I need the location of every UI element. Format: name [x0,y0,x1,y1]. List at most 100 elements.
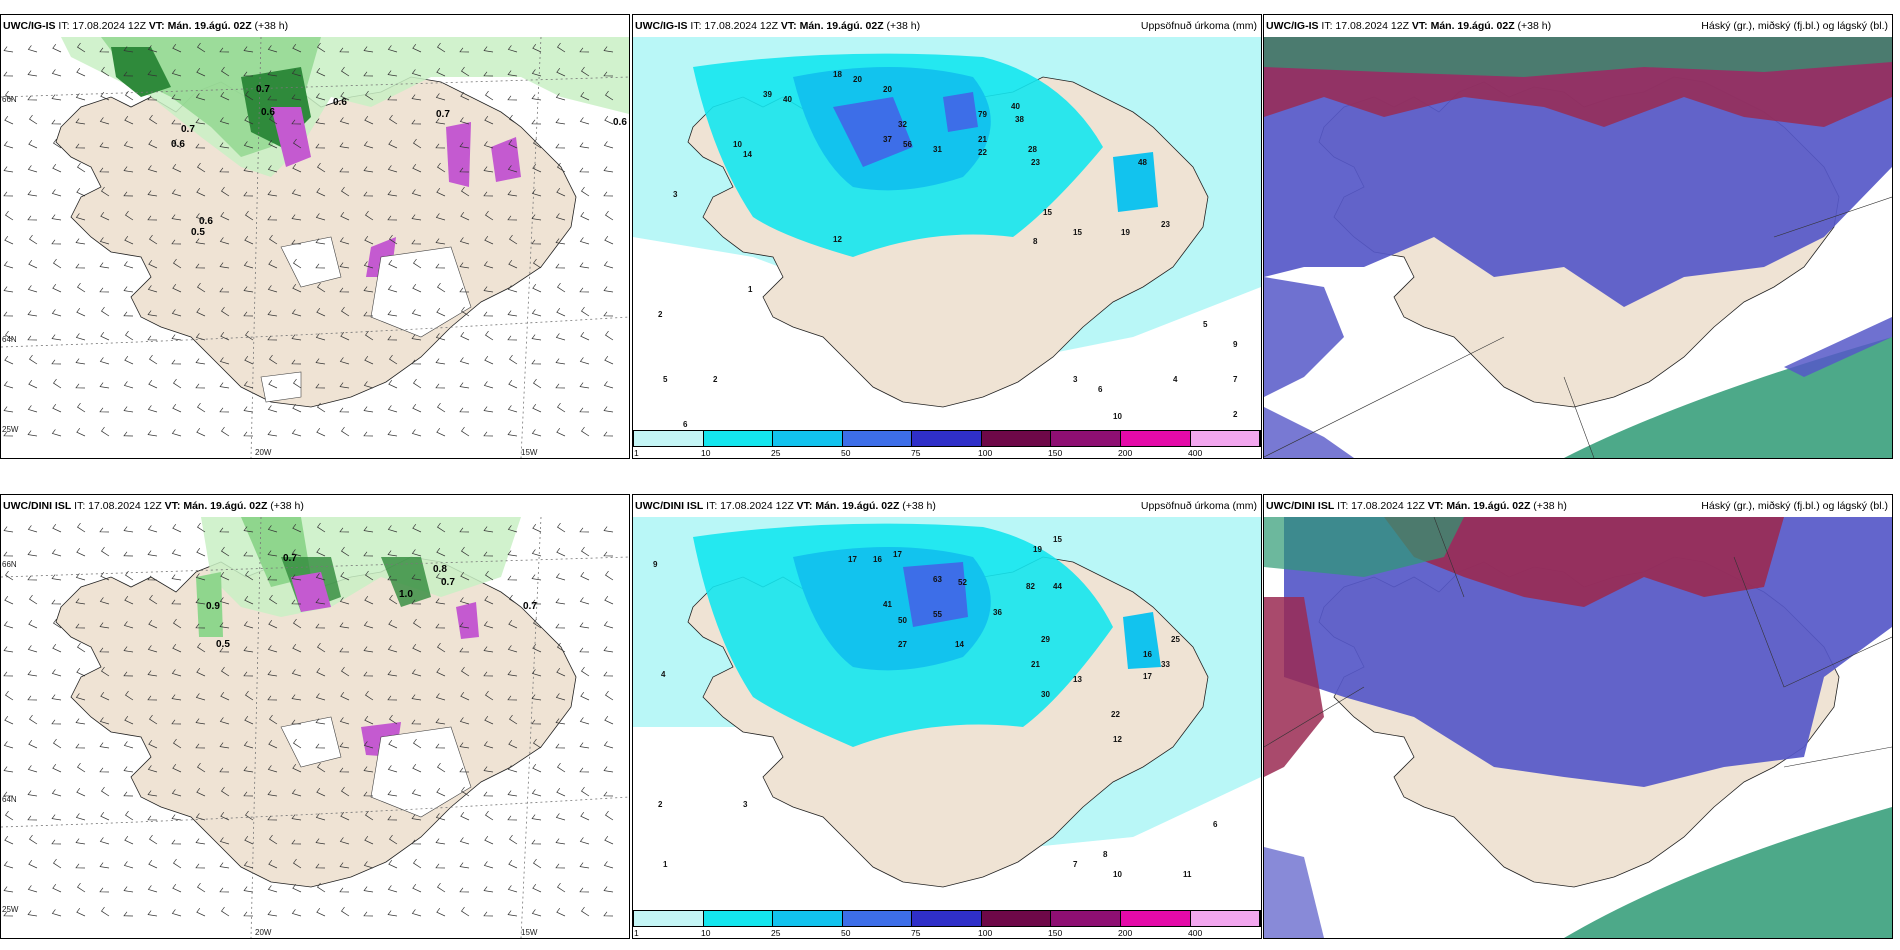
lead-time: (+38 h) [1533,500,1567,512]
precip-value: 10 [1113,870,1122,879]
precip-value: 28 [1028,145,1037,154]
precip-value: 21 [1031,660,1040,669]
wind-label: 0.7 [181,124,195,135]
lon-label-25w: 25W [2,425,18,434]
panel-header: UWC/DINI ISL IT: 17.08.2024 12Z VT: Mán.… [1,495,629,517]
legend-swatch [634,431,704,446]
precip-value: 17 [893,550,902,559]
precip-value: 82 [1026,582,1035,591]
init-time: IT: 17.08.2024 12Z [74,500,162,512]
precip-value: 14 [955,640,964,649]
wind-label: 0.8 [433,564,447,575]
precip-value: 10 [733,140,742,149]
legend-swatch [912,431,982,446]
precip-value: 2 [658,800,663,809]
legend-swatch [982,431,1052,446]
panel-title: Uppsöfnuð úrkoma (mm) [1141,495,1257,517]
precip-value: 13 [1073,675,1082,684]
precip-value: 79 [978,110,987,119]
precip-value: 4 [1173,375,1178,384]
precip-value: 19 [1121,228,1130,237]
cloud-panel-row2: UWC/DINI ISL IT: 17.08.2024 12Z VT: Mán.… [1263,494,1893,939]
valid-time: VT: Mán. 19.ágú. 02Z [1412,20,1515,32]
legend-swatch [704,911,774,926]
wind-label: 0.5 [216,639,230,650]
lon-label-20w: 20W [255,928,271,937]
cloud-map [1264,37,1892,458]
legend-swatch [1121,911,1191,926]
precip-value: 19 [1033,545,1042,554]
lead-time: (+38 h) [255,20,289,32]
precip-value: 20 [883,85,892,94]
wind-label: 0.6 [171,139,185,150]
precip-value: 44 [1053,582,1062,591]
lead-time: (+38 h) [270,500,304,512]
precip-value: 11 [1183,870,1192,879]
precip-value: 32 [898,120,907,129]
precip-value: 22 [978,148,987,157]
model-name: UWC/IG-IS [635,20,688,32]
legend-colorbar [633,910,1261,927]
precip-value: 7 [1233,375,1238,384]
legend-tick: 200 [1118,448,1132,458]
precip-value: 2 [713,375,718,384]
wind-label: 0.6 [613,117,627,128]
legend-swatch [1051,431,1121,446]
legend-tick: 75 [911,448,920,458]
precip-value: 15 [1043,208,1052,217]
precip-value: 4 [661,670,666,679]
legend-tick: 150 [1048,448,1062,458]
precip-map: 9 15 19 16 17 17 63 52 82 44 36 41 50 55… [633,517,1261,912]
legend-colorbar [633,430,1261,447]
precip-value: 21 [978,135,987,144]
precip-value: 5 [1203,320,1208,329]
wind-label: 0.7 [436,109,450,120]
precip-value: 6 [1213,820,1218,829]
precip-legend: 1 10 25 50 75 100 150 200 400 [633,430,1261,458]
precip-value: 33 [1161,660,1170,669]
lat-label-66n: 66N [2,560,17,569]
panel-header: UWC/DINI ISL IT: 17.08.2024 12Z VT: Mán.… [1264,495,1892,517]
wind-label: 0.7 [523,601,537,612]
legend-tick: 400 [1188,448,1202,458]
legend-tick: 400 [1188,928,1202,938]
init-time: IT: 17.08.2024 12Z [706,500,794,512]
precip-value: 63 [933,575,942,584]
panel-header: UWC/DINI ISL IT: 17.08.2024 12Z VT: Mán.… [633,495,1261,517]
precip-value: 38 [1015,115,1024,124]
precip-value: 1 [748,285,753,294]
panel-title: Háský (gr.), miðský (fj.bl.) og lágský (… [1701,495,1888,517]
precip-value: 9 [653,560,658,569]
lead-time: (+38 h) [1518,20,1552,32]
precip-value: 15 [1053,535,1062,544]
lat-label-64n: 64N [2,795,17,804]
legend-swatch [1191,431,1261,446]
legend-tick: 75 [911,928,920,938]
legend-tick: 150 [1048,928,1062,938]
precip-panel-row1: UWC/IG-IS IT: 17.08.2024 12Z VT: Mán. 19… [632,14,1262,459]
legend-tick: 50 [841,448,850,458]
wind-label: 0.7 [256,84,270,95]
legend-tick: 100 [978,448,992,458]
lead-time: (+38 h) [887,20,921,32]
precip-value: 39 [763,90,772,99]
legend-swatch [1191,911,1261,926]
precip-value: 16 [873,555,882,564]
precip-value: 12 [833,235,842,244]
precip-map: 18 20 20 39 40 37 32 56 31 79 40 38 21 2… [633,37,1261,432]
legend-swatch [773,911,843,926]
precip-legend: 1 10 25 50 75 100 150 200 400 [633,910,1261,938]
lat-label-64n: 64N [2,335,17,344]
precip-value: 1 [663,860,668,869]
precip-value: 36 [993,608,1002,617]
precip-value: 15 [1073,228,1082,237]
precip-value: 2 [1233,410,1238,419]
wind-label: 0.9 [206,601,220,612]
precip-value: 3 [1073,375,1078,384]
panel-header: UWC/IG-IS IT: 17.08.2024 12Z VT: Mán. 19… [1,15,629,37]
legend-swatch [843,911,913,926]
legend-ticks: 1 10 25 50 75 100 150 200 400 [633,927,1261,938]
init-time: IT: 17.08.2024 12Z [1337,500,1425,512]
legend-tick: 100 [978,928,992,938]
wind-label: 0.6 [333,97,347,108]
